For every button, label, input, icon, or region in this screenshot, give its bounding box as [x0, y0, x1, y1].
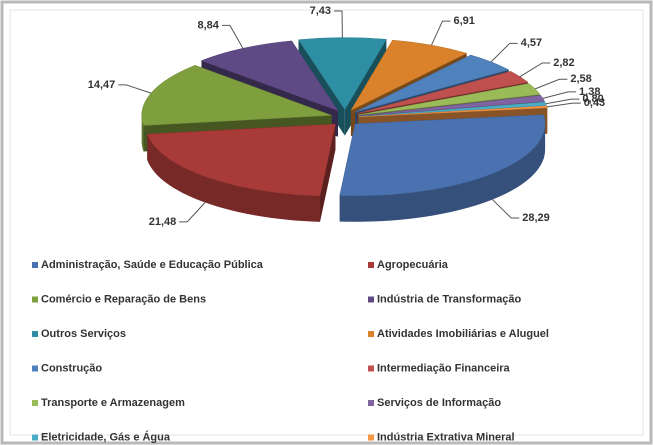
legend-label: Outros Serviços: [41, 328, 126, 340]
leader-line: [545, 98, 580, 105]
data-label: 0,43: [584, 97, 605, 109]
data-label: 1,38: [579, 86, 600, 98]
slice-top: [350, 39, 468, 111]
legend-label: Atividades Imobiliárias e Aluguel: [377, 328, 549, 340]
leader-line: [534, 78, 568, 90]
legend-swatch: [32, 262, 38, 268]
leader-line: [118, 84, 152, 94]
data-label: 14,47: [88, 79, 116, 91]
legend-swatch: [32, 400, 38, 406]
legend-label: Comércio e Reparação de Bens: [41, 293, 206, 305]
legend-swatch: [368, 434, 374, 441]
legend-label: Indústria Extrativa Mineral: [377, 431, 515, 443]
data-label: 2,58: [570, 73, 591, 85]
slice-top: [358, 105, 548, 118]
legend-label: Eletricidade, Gás e Água: [41, 430, 171, 443]
plot-frame: [9, 9, 644, 436]
leader-line: [430, 20, 451, 46]
legend-label: Agropecuária: [377, 259, 449, 271]
slice-top: [354, 54, 510, 113]
legend-swatch: [368, 365, 374, 372]
leader-line: [546, 102, 581, 108]
slice-top: [146, 123, 336, 197]
leader-line: [490, 42, 518, 63]
leader-line: [334, 10, 343, 38]
legend-swatch: [368, 296, 374, 303]
legend-label: Intermediação Financeira: [377, 362, 511, 374]
legend-swatch: [368, 331, 374, 337]
leader-line: [492, 199, 520, 219]
legend-label: Administração, Saúde e Educação Pública: [41, 259, 264, 271]
data-label: 4,57: [521, 37, 542, 49]
leader-line: [519, 62, 551, 78]
data-label: 8,84: [197, 19, 219, 31]
slice-top: [339, 114, 546, 197]
slice: [146, 123, 336, 222]
legend-label: Construção: [41, 362, 102, 374]
data-label: 21,48: [149, 216, 177, 228]
slice-wall: [147, 134, 321, 222]
slice-top: [141, 65, 332, 126]
data-label: 7,43: [310, 5, 331, 17]
slice: [339, 114, 546, 222]
slice-top: [358, 83, 541, 116]
legend-swatch: [32, 434, 38, 441]
legend-swatch: [32, 331, 38, 337]
slice-top: [298, 37, 387, 111]
leader-line: [179, 202, 206, 223]
legend-swatch: [32, 296, 38, 303]
legend-label: Indústria de Transformação: [377, 293, 522, 305]
data-label: 0,80: [582, 93, 603, 105]
data-label: 2,82: [553, 57, 574, 69]
legend-swatch: [32, 365, 38, 372]
data-label: 28,29: [522, 212, 550, 224]
legend-swatch: [368, 400, 374, 406]
leader-line: [221, 24, 244, 49]
slice-wall: [339, 123, 546, 222]
legend-swatch: [368, 262, 374, 268]
legend-label: Serviços de Informação: [377, 397, 501, 409]
legend-label: Transporte e Armazenagem: [41, 397, 185, 409]
data-label: 6,91: [453, 15, 474, 27]
leader-line: [542, 91, 577, 99]
